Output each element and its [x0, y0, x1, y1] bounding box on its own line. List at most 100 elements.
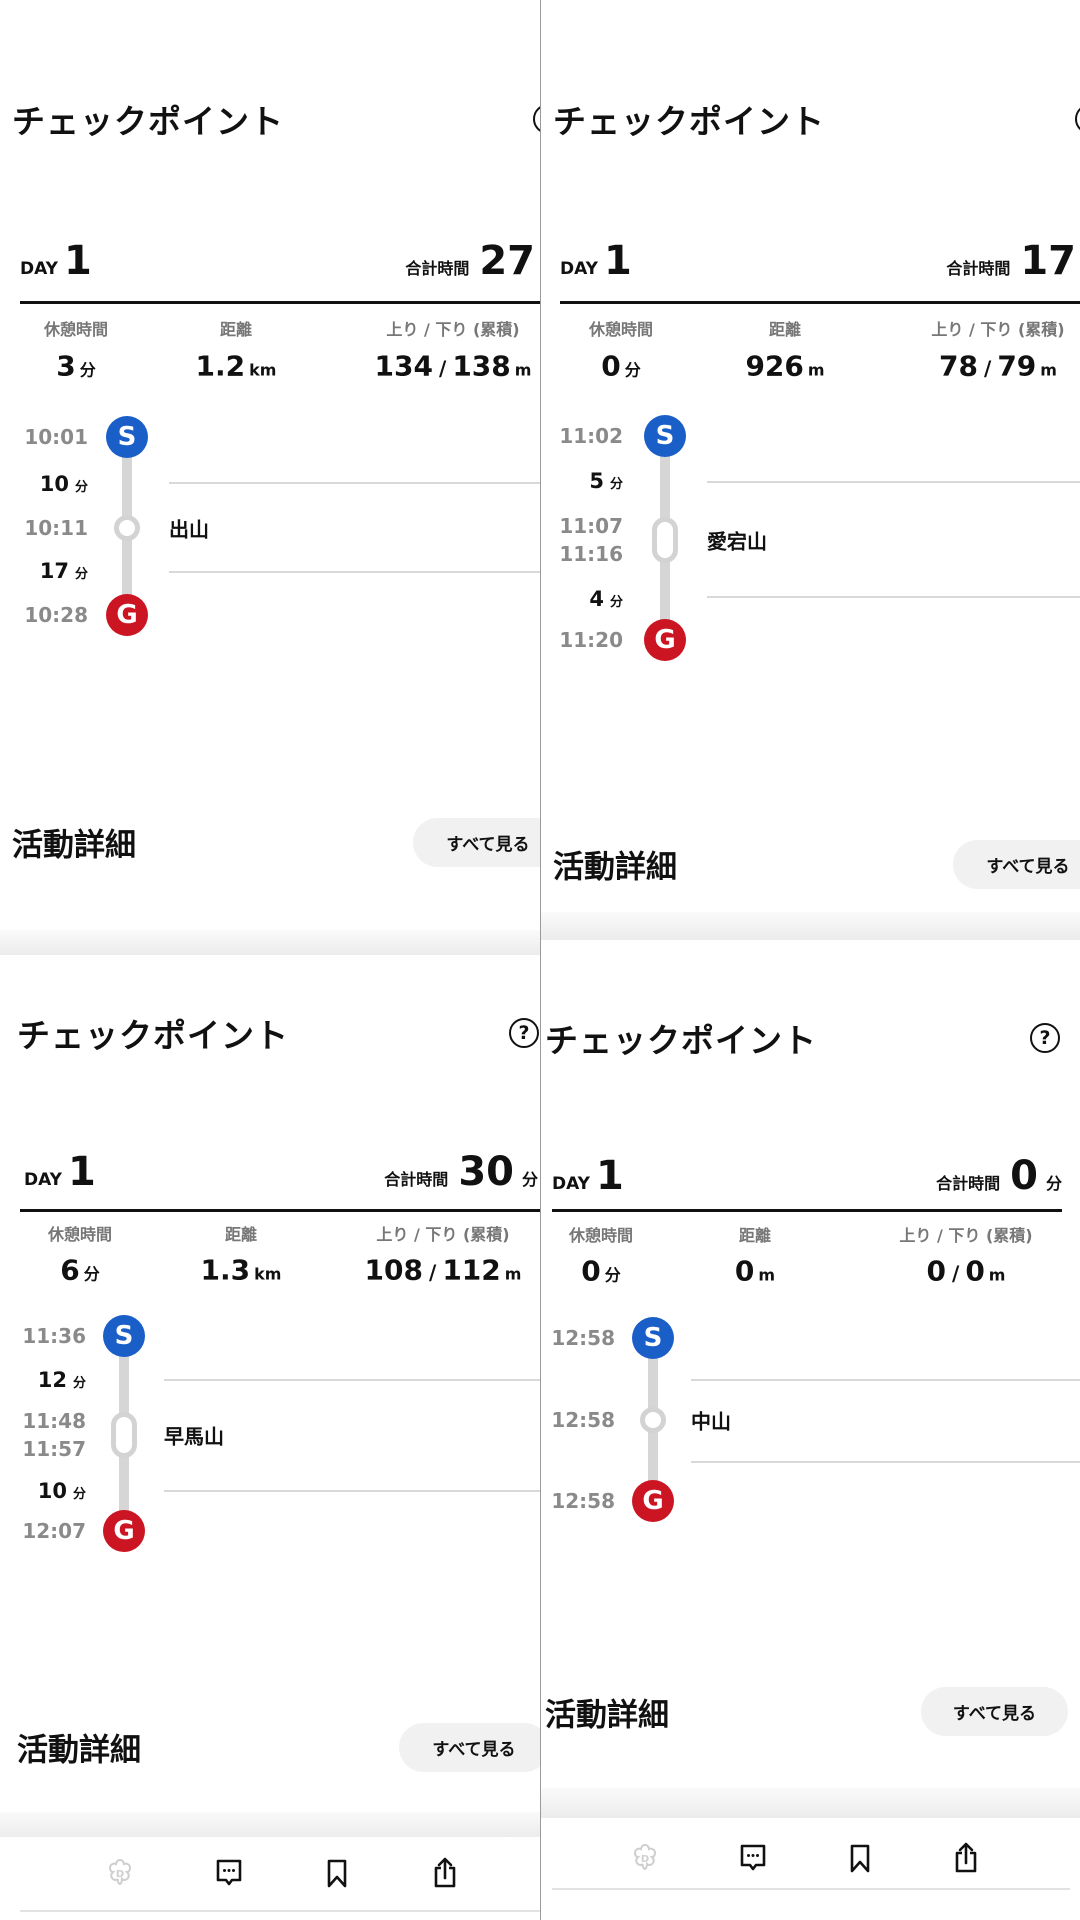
section-gap	[0, 1812, 540, 1837]
checkpoint-name[interactable]: 出山	[169, 517, 209, 542]
section-title: チェックポイント	[12, 102, 284, 141]
duration-value: 4	[589, 587, 604, 611]
comment-icon[interactable]	[738, 1841, 768, 1875]
total-time-value: 17	[1020, 238, 1076, 284]
ascent-value: 0	[926, 1254, 947, 1288]
section-title: チェックポイント	[553, 102, 825, 141]
see-all-button[interactable]: すべて見る	[953, 840, 1080, 889]
question-circle-icon[interactable]: ?	[1030, 1023, 1060, 1053]
distance-unit: m	[807, 360, 825, 380]
day-header: DAY 1	[552, 1153, 624, 1199]
timeline-separator	[691, 1461, 1080, 1463]
timeline-separator	[691, 1379, 1080, 1381]
see-all-button[interactable]: すべて見る	[413, 818, 540, 867]
total-time-label: 合計時間	[936, 1174, 1001, 1193]
goal-badge: G	[106, 594, 148, 636]
total-time-label: 合計時間	[946, 259, 1011, 278]
duration-value: 10	[39, 472, 69, 496]
elevation-unit: m	[504, 1264, 522, 1284]
question-circle-icon[interactable]: ?	[533, 104, 540, 134]
stat-distance-value: 1.3 km	[201, 1254, 282, 1287]
distance-value: 0	[734, 1254, 755, 1288]
duration-unit: 分	[609, 477, 623, 492]
rest-unit: 分	[604, 1265, 621, 1285]
comment-icon[interactable]	[214, 1856, 244, 1890]
total-time: 合計時間 0 分	[936, 1153, 1062, 1199]
timeline-separator	[707, 481, 1080, 483]
day-label: DAY	[552, 1174, 590, 1194]
rest-value: 0	[581, 1254, 601, 1288]
total-time-value: 27	[479, 238, 535, 284]
stat-distance-label: 距離	[768, 320, 802, 339]
question-circle-icon[interactable]: ?	[509, 1018, 539, 1048]
segment-duration: 12 分	[38, 1368, 86, 1392]
goal-badge: G	[103, 1510, 145, 1552]
distance-value: 926	[745, 349, 804, 383]
checkpoint-panel: チェックポイント? DAY 1 合計時間 0 分休憩時間 0 分距離 0 m 上り / 下り (累積…	[541, 940, 1080, 1920]
timeline-separator	[169, 571, 540, 573]
total-time-value: 30	[458, 1149, 514, 1195]
duration-unit: 分	[72, 1376, 86, 1391]
checkpoint-node	[111, 1412, 137, 1458]
checkpoint-name[interactable]: 中山	[691, 1409, 731, 1434]
descent-value: 79	[997, 349, 1037, 383]
day-number: 1	[63, 238, 92, 284]
stat-rest-label: 休憩時間	[568, 1226, 634, 1245]
svg-text:D: D	[116, 1869, 124, 1880]
checkpoint-name[interactable]: 早馬山	[164, 1424, 224, 1449]
bookmark-icon[interactable]	[322, 1856, 352, 1890]
start-time: 11:02	[559, 424, 623, 448]
elevation-unit: m	[1040, 360, 1057, 380]
rest-value: 3	[56, 349, 76, 383]
day-divider	[20, 301, 540, 304]
toolbar-bottom-line	[20, 1910, 540, 1912]
descent-value: 112	[442, 1253, 501, 1287]
stat-distance-value: 1.2 km	[196, 350, 277, 383]
total-time-label: 合計時間	[405, 259, 470, 278]
section-title: チェックポイント	[17, 1016, 289, 1055]
question-circle-icon[interactable]: ?	[1075, 104, 1080, 134]
stat-elevation-label: 上り / 下り (累積)	[931, 320, 1065, 339]
distance-value: 1.3	[200, 1253, 251, 1287]
stat-elevation-label: 上り / 下り (累積)	[386, 320, 520, 339]
elevation-unit: m	[514, 360, 532, 380]
bookmark-icon[interactable]	[845, 1841, 875, 1875]
checkpoint-node	[652, 517, 678, 563]
toolbar-bottom-line	[552, 1888, 1070, 1890]
segment-duration: 17 分	[40, 559, 88, 583]
duration-value: 10	[37, 1479, 67, 1503]
timeline-separator	[164, 1379, 540, 1381]
day-number: 1	[595, 1153, 624, 1199]
distance-unit: m	[758, 1265, 776, 1285]
see-all-button[interactable]: すべて見る	[399, 1723, 540, 1772]
goal-badge: G	[632, 1480, 674, 1522]
rest-unit: 分	[79, 360, 96, 380]
activity-details-title: 活動詳細	[545, 1697, 669, 1734]
share-icon[interactable]	[430, 1856, 460, 1890]
section-gap	[541, 912, 1080, 940]
rest-value: 0	[601, 349, 621, 383]
start-badge: S	[106, 416, 148, 458]
departure-time: 11:57	[22, 1437, 86, 1461]
timeline-separator	[707, 596, 1080, 598]
see-all-button[interactable]: すべて見る	[921, 1687, 1068, 1736]
total-time: 合計時間 27	[405, 238, 535, 284]
stat-rest-label: 休憩時間	[588, 320, 654, 339]
stat-elevation-label: 上り / 下り (累積)	[376, 1225, 510, 1244]
svg-text:D: D	[641, 1854, 649, 1865]
ascent-descent-separator: /	[952, 1261, 960, 1286]
day-divider	[20, 1209, 540, 1212]
checkpoint-name[interactable]: 愛宕山	[707, 529, 767, 554]
arrival-time: 11:07	[559, 514, 623, 538]
rest-unit: 分	[83, 1264, 100, 1284]
day-header: DAY 1	[20, 238, 92, 284]
duration-value: 12	[37, 1368, 67, 1392]
stat-distance-label: 距離	[219, 320, 253, 339]
share-icon[interactable]	[951, 1841, 981, 1875]
total-time: 合計時間 30 分	[384, 1149, 538, 1195]
goal-time: 12:58	[551, 1489, 615, 1513]
